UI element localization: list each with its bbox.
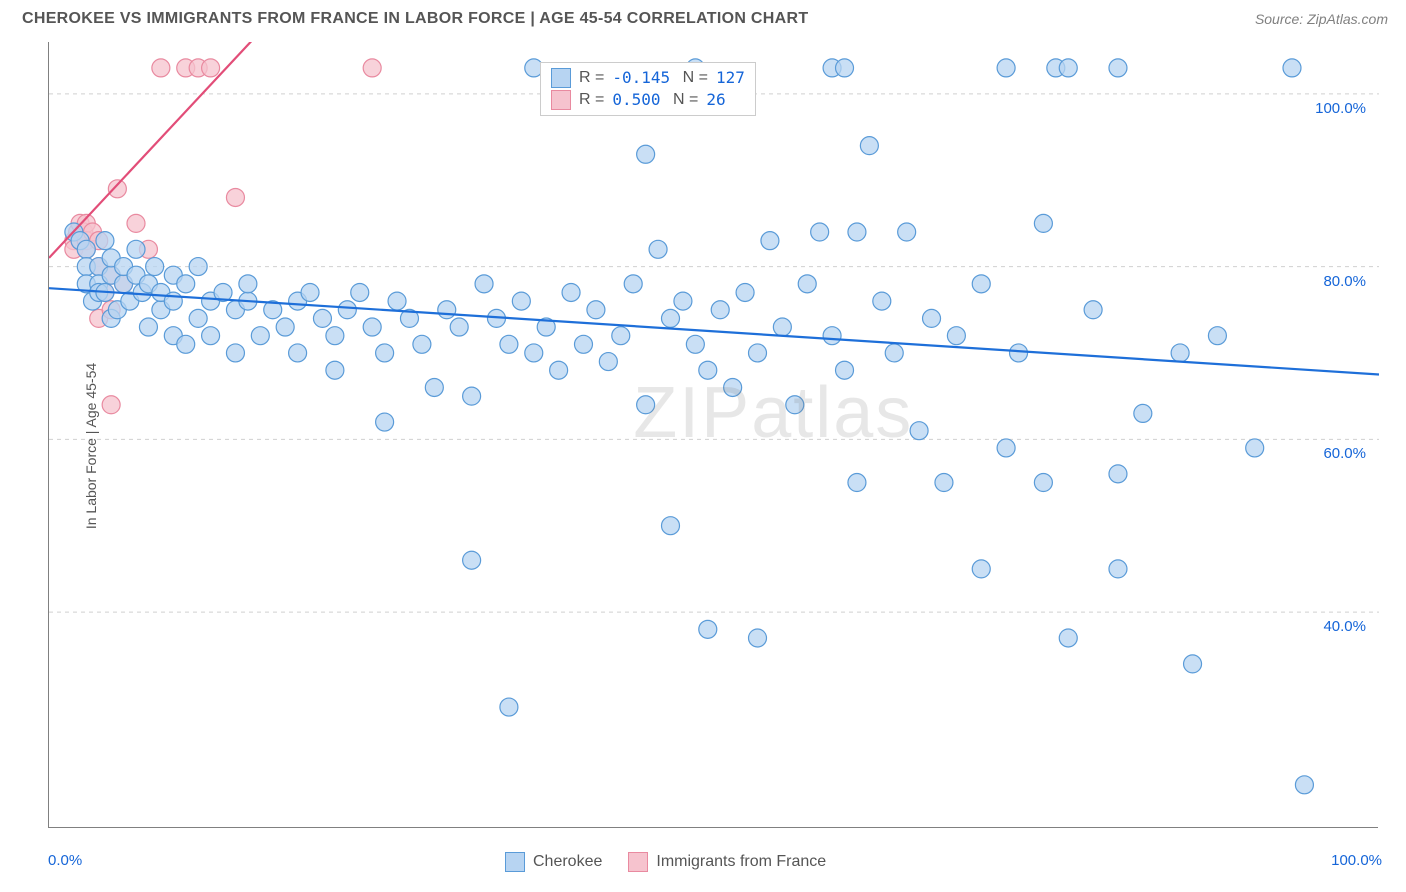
legend-n-value-1: 26 bbox=[706, 89, 725, 111]
legend-n-label: N = bbox=[669, 89, 699, 111]
x-axis-max-label: 100.0% bbox=[1331, 852, 1382, 869]
x-axis-min-label: 0.0% bbox=[48, 852, 82, 869]
legend-r-value-0: -0.145 bbox=[612, 67, 670, 89]
series-legend-item-0: Cherokee bbox=[505, 852, 602, 872]
y-axis-label: In Labor Force | Age 45-54 bbox=[83, 363, 99, 529]
header-bar: CHEROKEE VS IMMIGRANTS FROM FRANCE IN LA… bbox=[0, 0, 1406, 38]
series-name-0: Cherokee bbox=[533, 853, 602, 871]
series-legend-item-1: Immigrants from France bbox=[628, 852, 826, 872]
chart-title: CHEROKEE VS IMMIGRANTS FROM FRANCE IN LA… bbox=[22, 10, 808, 28]
y-tick-label: 80.0% bbox=[1306, 273, 1366, 290]
source-label: Source: ZipAtlas.com bbox=[1255, 11, 1388, 27]
plot-area bbox=[48, 42, 1378, 828]
legend-r-label: R = bbox=[579, 67, 604, 89]
legend-n-label: N = bbox=[678, 67, 708, 89]
y-tick-label: 100.0% bbox=[1306, 100, 1366, 117]
chart-svg bbox=[49, 42, 1379, 828]
series-legend: Cherokee Immigrants from France bbox=[505, 852, 826, 872]
y-tick-label: 40.0% bbox=[1306, 618, 1366, 635]
legend-r-label: R = bbox=[579, 89, 604, 111]
legend-row-0: R = -0.145 N = 127 bbox=[551, 67, 745, 89]
legend-n-value-0: 127 bbox=[716, 67, 745, 89]
legend-row-1: R = 0.500 N = 26 bbox=[551, 89, 745, 111]
series-swatch-1 bbox=[628, 852, 648, 872]
y-tick-label: 60.0% bbox=[1306, 445, 1366, 462]
correlation-legend: R = -0.145 N = 127 R = 0.500 N = 26 bbox=[540, 62, 756, 116]
legend-r-value-1: 0.500 bbox=[612, 89, 660, 111]
legend-swatch-1 bbox=[551, 90, 571, 110]
legend-swatch-0 bbox=[551, 68, 571, 88]
series-name-1: Immigrants from France bbox=[656, 853, 826, 871]
series-swatch-0 bbox=[505, 852, 525, 872]
